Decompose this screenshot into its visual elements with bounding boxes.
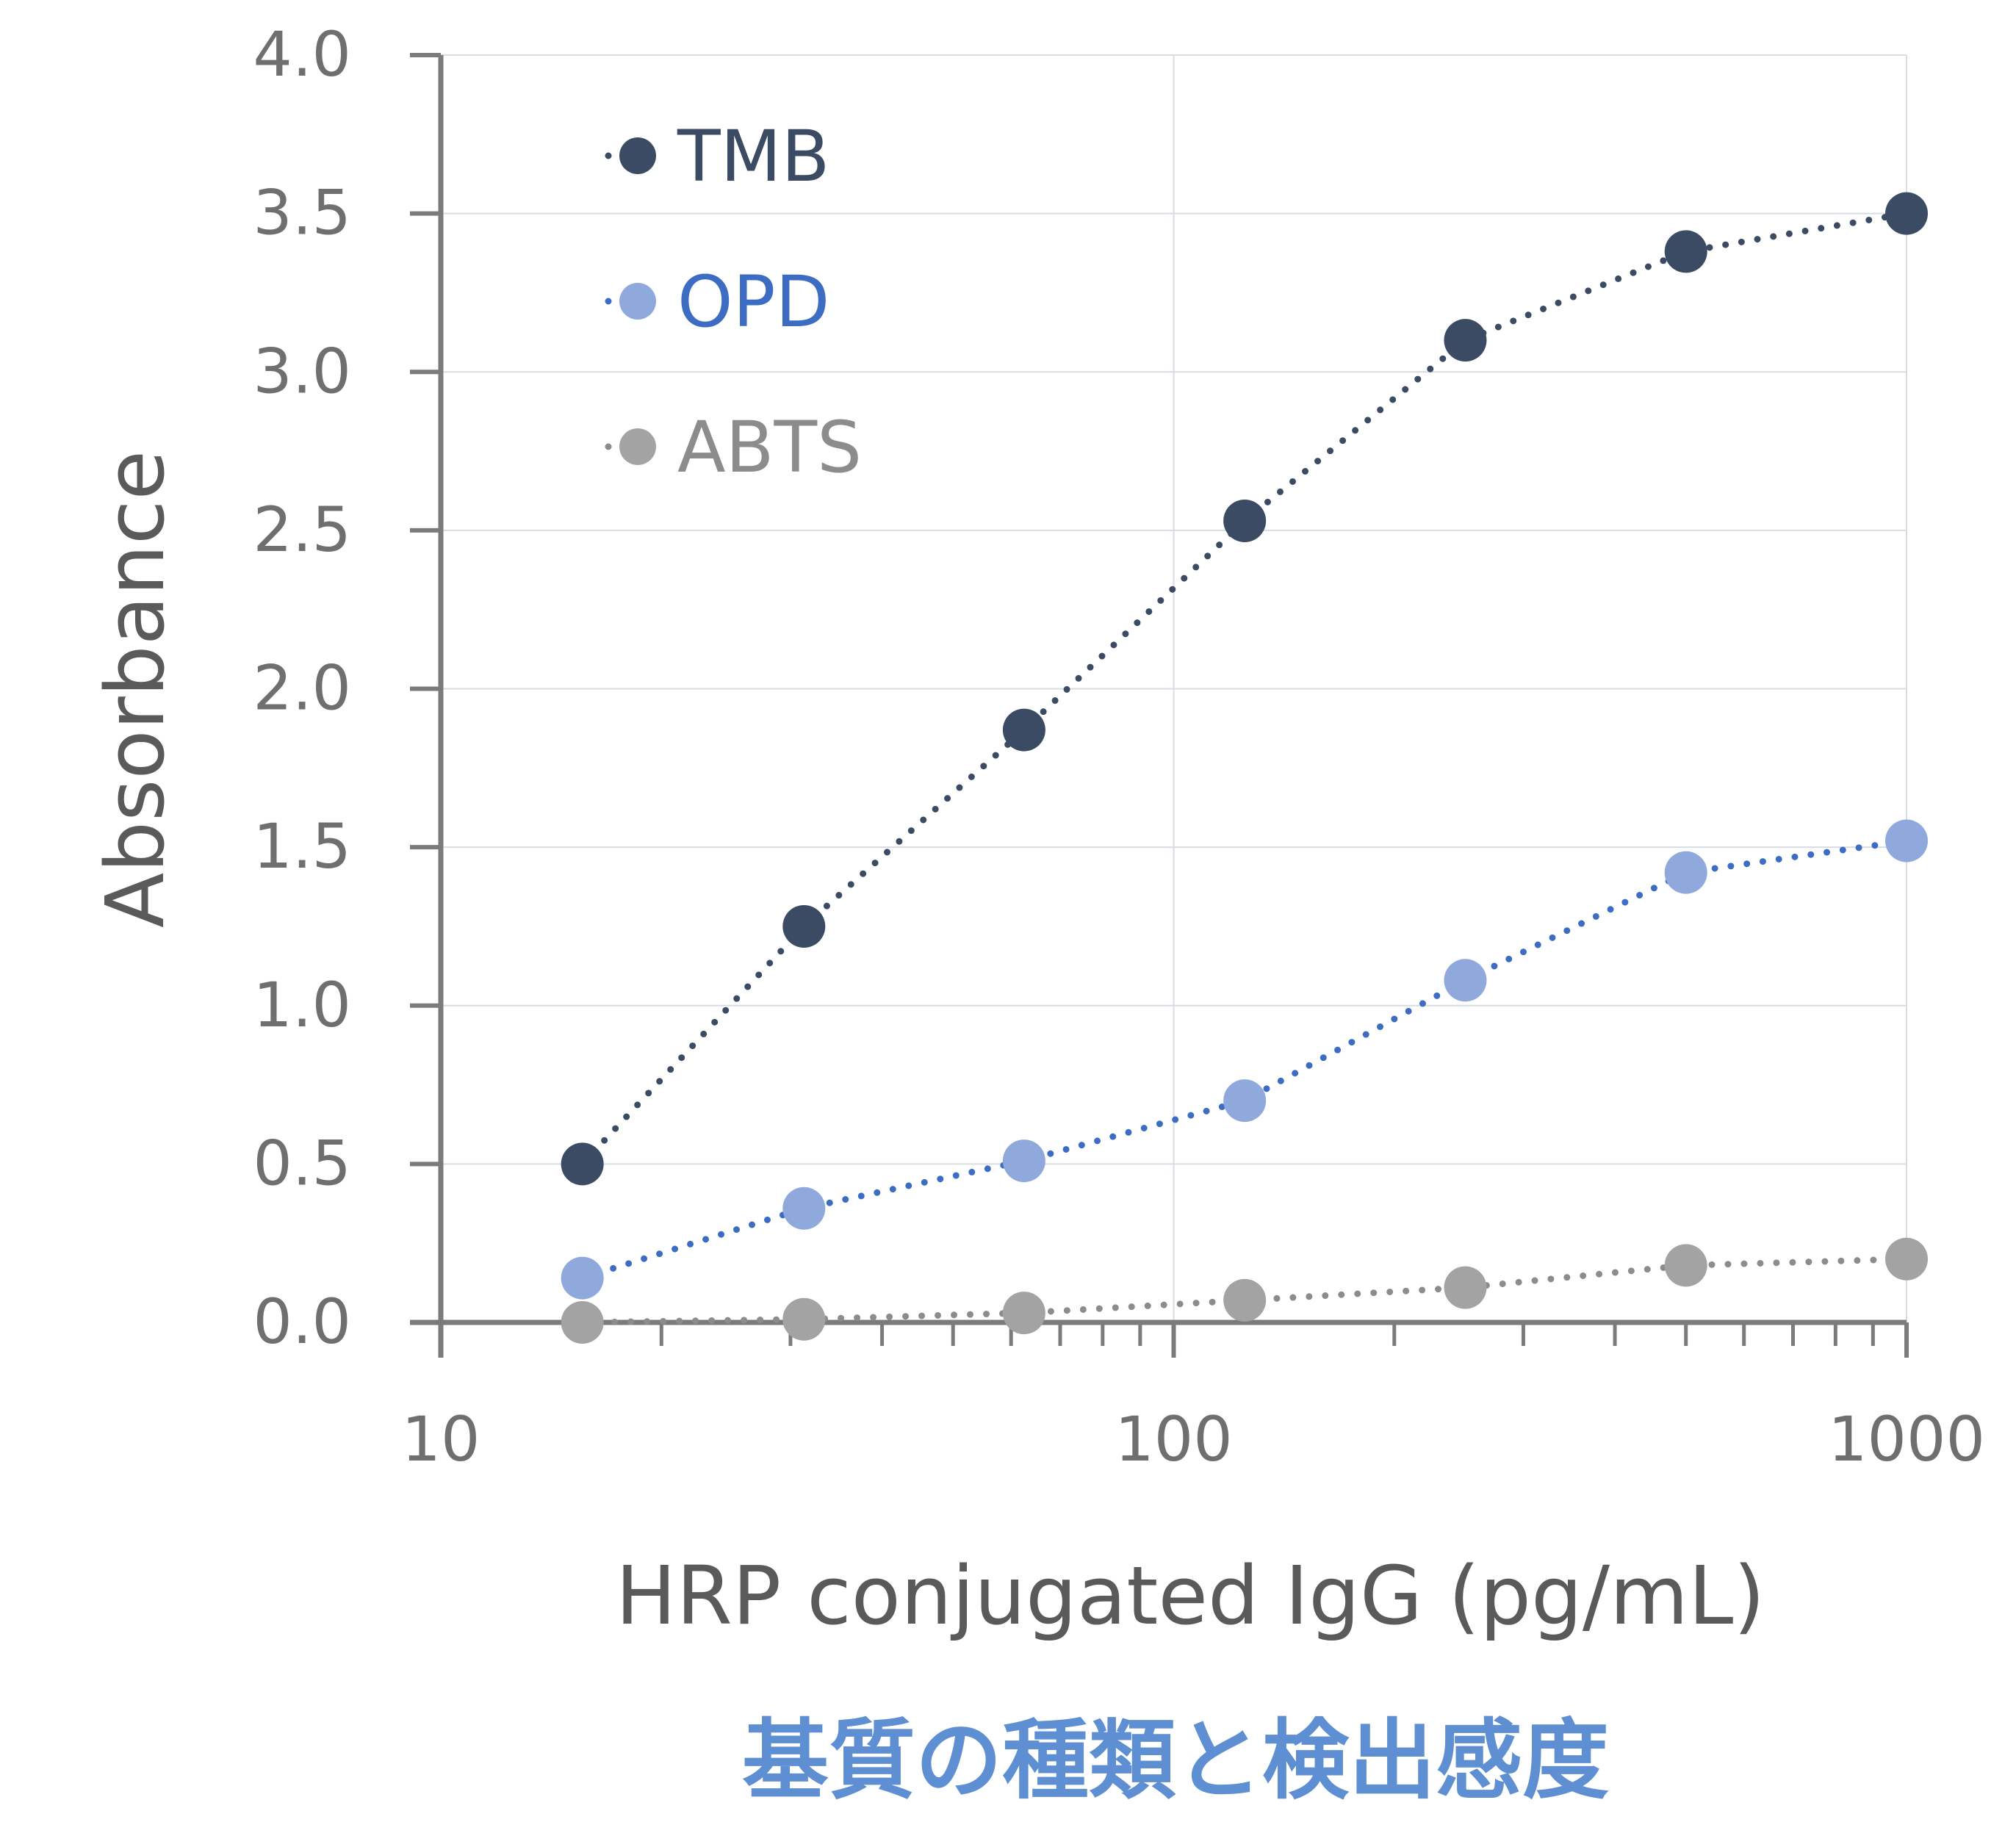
opd-line: [579, 838, 1910, 1282]
y-axis-title: Absorbance: [88, 450, 182, 928]
abts-point: [1885, 1237, 1928, 1281]
opd-point: [1885, 819, 1928, 863]
abts-point: [1444, 1266, 1487, 1309]
x-tick-labels: 10 100 1000: [402, 1403, 1985, 1475]
opd-point: [782, 1187, 826, 1230]
y-tick-label: 1.0: [253, 969, 351, 1041]
abts-point: [1002, 1292, 1045, 1335]
opd-point: [1444, 959, 1487, 1002]
legend: TMB OPD ABTS: [605, 115, 862, 489]
y-tick-label: 3.0: [253, 335, 351, 407]
tmb-legend-label: TMB: [677, 115, 829, 198]
y-tick-label: 0.0: [253, 1286, 351, 1358]
y-tick-label: 2.0: [253, 652, 351, 724]
tmb-point: [561, 1142, 604, 1186]
series-layer: [561, 192, 1928, 1344]
x-tick-label: 100: [1115, 1403, 1232, 1475]
y-tick-label: 4.0: [253, 18, 351, 90]
opd-point: [561, 1256, 604, 1300]
axes: [410, 53, 1909, 1358]
tmb-point: [1885, 192, 1928, 235]
x-tick-label: 1000: [1828, 1403, 1985, 1475]
grid-lines: [441, 54, 1907, 1322]
y-tick-label: 1.5: [253, 810, 351, 882]
tmb-point: [782, 904, 826, 948]
abts-point: [1223, 1278, 1267, 1322]
abts-legend-marker: [619, 428, 656, 465]
x-axis-title: HRP conjugated IgG (pg/mL): [616, 1549, 1765, 1643]
abts-point: [782, 1297, 826, 1341]
tmb-point: [1444, 319, 1487, 362]
tmb-legend-marker: [619, 137, 656, 174]
opd-point: [1223, 1079, 1267, 1123]
tmb-point: [1664, 230, 1707, 273]
y-tick-label: 0.5: [253, 1127, 351, 1199]
y-tick-labels: 0.0 0.5 1.0 1.5 2.0 2.5 3.0 3.5 4.0: [253, 18, 351, 1358]
opd-legend-marker: [619, 283, 656, 320]
abts-point: [561, 1301, 604, 1344]
abts-legend-label: ABTS: [677, 406, 862, 489]
opd-point: [1664, 851, 1707, 894]
opd-legend-label: OPD: [677, 261, 829, 343]
abts-point: [1664, 1244, 1707, 1287]
tmb-point: [1002, 708, 1045, 752]
y-tick-label: 3.5: [253, 177, 351, 249]
tmb-point: [1223, 499, 1267, 542]
opd-point: [1002, 1139, 1045, 1183]
y-tick-label: 2.5: [253, 494, 351, 566]
x-tick-label: 10: [402, 1403, 480, 1475]
chart-caption: 基質の種類と検出感度: [741, 1710, 1609, 1811]
